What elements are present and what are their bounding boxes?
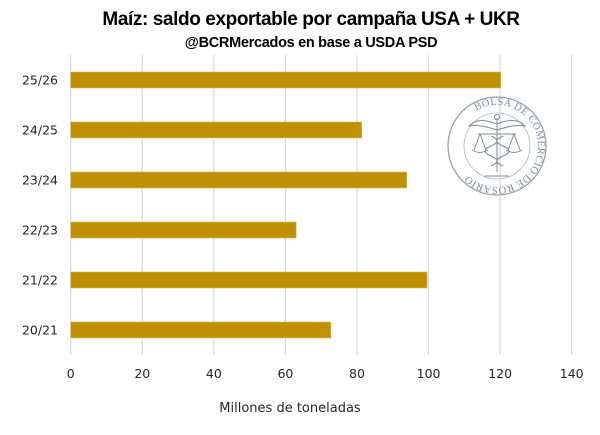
bar-20-21 [70,321,332,339]
x-axis-title: Millones de toneladas [219,401,361,416]
x-tick-label-80: 80 [349,366,365,381]
bar-24-25 [70,121,362,139]
chart-subtitle: @BCRMercados en base a USDA PSD [185,35,438,51]
bars [70,71,502,339]
x-tick-label-120: 120 [488,366,512,381]
chart-title: Maíz: saldo exportable por campaña USA +… [102,9,520,30]
bar-21-22 [70,271,428,289]
category-label-24-25: 24/25 [22,123,58,138]
category-label-25-26: 25/26 [22,73,58,88]
gridlines [70,55,573,355]
category-label-21-22: 21/22 [22,273,58,288]
x-tick-label-100: 100 [417,366,441,381]
x-tick-labels: 0 20 40 60 80 100 120 140 [67,366,584,381]
category-label-20-21: 20/21 [22,323,58,338]
bar-23-24 [70,171,408,189]
bcr-seal-watermark: BOLSA DE COMERCIO DE ROSARIO [447,96,547,196]
x-tick-label-60: 60 [277,366,293,381]
x-tick-label-140: 140 [560,366,584,381]
category-label-22-23: 22/23 [22,223,58,238]
bar-22-23 [70,221,297,239]
category-labels: 25/26 24/25 23/24 22/23 21/22 20/21 [22,73,58,338]
x-tick-label-0: 0 [67,366,75,381]
x-tick-label-40: 40 [206,366,222,381]
caduceus-scales-icon [467,114,527,177]
x-tick-label-20: 20 [134,366,150,381]
category-label-23-24: 23/24 [22,173,58,188]
bar-25-26 [70,71,502,89]
